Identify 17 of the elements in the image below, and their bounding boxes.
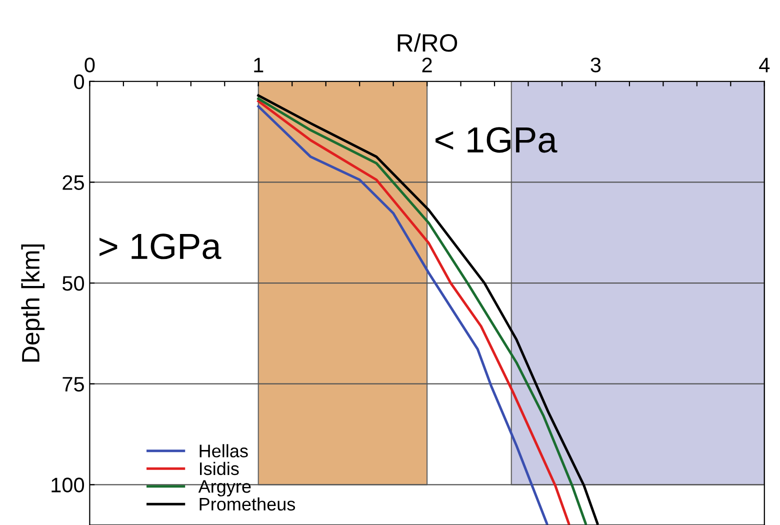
- y-tick-label: 50: [62, 276, 84, 291]
- x-tick-label: 0: [84, 58, 95, 72]
- y-axis-title: Depth [km]: [21, 244, 45, 362]
- annotation: > 1GPa: [100, 234, 222, 260]
- y-tick-label: 0: [74, 74, 84, 90]
- y-tick-label: 75: [62, 377, 84, 392]
- legend-label: Argyre: [198, 480, 251, 496]
- x-tick-label: 1: [254, 58, 264, 72]
- x-tick-label: 4: [759, 58, 770, 72]
- x-axis-title: R/RO: [398, 33, 458, 52]
- legend-label: Hellas: [200, 444, 248, 458]
- legend-label: Isidis: [200, 462, 239, 476]
- x-tick-label: 3: [590, 58, 601, 72]
- y-tick-label: 100: [52, 478, 84, 492]
- y-tick-label: 25: [62, 175, 84, 190]
- x-tick-label: 2: [422, 58, 432, 72]
- legend-label: Prometheus: [200, 497, 296, 511]
